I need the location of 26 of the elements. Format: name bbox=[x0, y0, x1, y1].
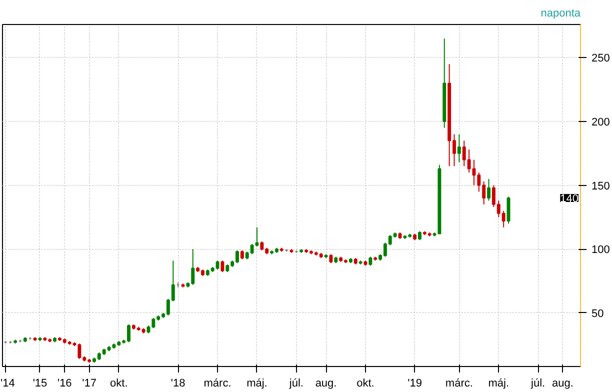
x-tick-label: máj. bbox=[246, 378, 268, 390]
x-tick-label: júl. bbox=[288, 378, 304, 390]
x-tick-label: márc. bbox=[204, 378, 232, 390]
x-tick-label: aug. bbox=[552, 378, 574, 390]
candlestick bbox=[457, 134, 461, 163]
y-tick-label: 250 bbox=[592, 52, 610, 65]
x-tick-label: '17 bbox=[82, 378, 96, 390]
x-tick-label: okt. bbox=[110, 378, 128, 390]
x-tick-label: júl. bbox=[530, 378, 546, 390]
x-tick-label: '16 bbox=[57, 378, 72, 390]
x-tick-label: '18 bbox=[170, 378, 186, 390]
x-tick-label: máj. bbox=[488, 378, 510, 390]
y-tick-label: 100 bbox=[592, 244, 610, 256]
x-tick-label: '15 bbox=[32, 378, 48, 390]
x-tick-label: '14 bbox=[0, 378, 15, 390]
annotation: 140 bbox=[560, 193, 579, 206]
y-tick-label: 50 bbox=[592, 308, 604, 320]
y-tick-label: 200 bbox=[592, 116, 610, 128]
y-tick-label: 150 bbox=[592, 180, 610, 192]
x-tick-label: '19 bbox=[408, 378, 422, 390]
candlestick bbox=[220, 260, 224, 273]
x-tick-label: okt. bbox=[356, 378, 374, 390]
text: naponta bbox=[540, 8, 582, 20]
x-tick-label: aug. bbox=[315, 378, 337, 390]
x-tick-label: márc. bbox=[445, 378, 473, 390]
candlestick bbox=[487, 178, 491, 202]
